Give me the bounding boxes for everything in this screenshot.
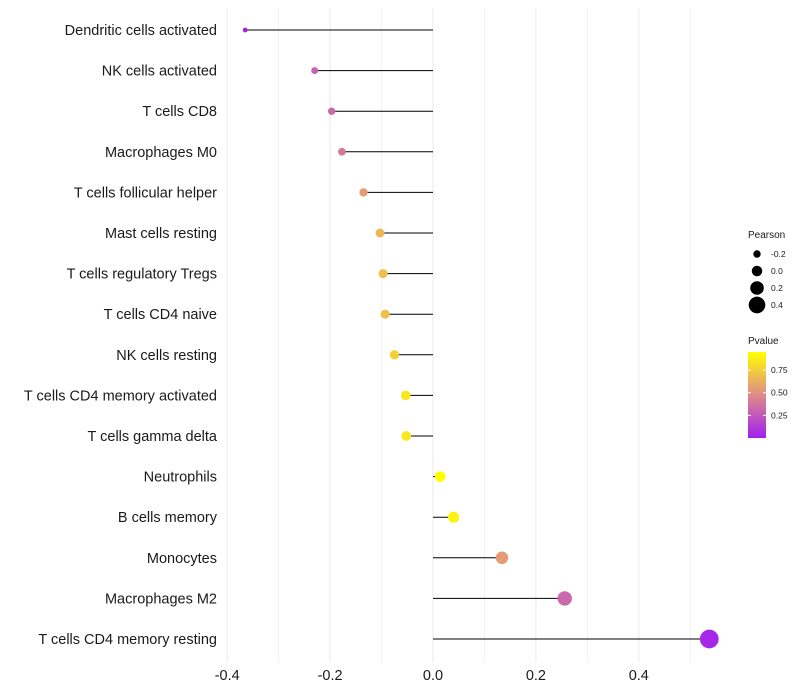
x-tick-label: 0.4 xyxy=(629,668,649,684)
category-label: Dendritic cells activated xyxy=(65,23,217,39)
data-point xyxy=(375,228,385,238)
color-legend: Pvalue 0.75 0.50 0.25 xyxy=(748,336,788,438)
dots xyxy=(242,27,719,649)
size-legend-dot xyxy=(750,281,764,295)
category-label: T cells CD4 memory activated xyxy=(24,388,217,404)
color-legend-title: Pvalue xyxy=(748,336,779,347)
size-legend-label: 0.4 xyxy=(771,300,783,310)
size-legend-dot xyxy=(748,296,766,314)
category-label: T cells regulatory Tregs xyxy=(67,267,217,283)
data-point xyxy=(389,350,400,360)
category-label: T cells gamma delta xyxy=(88,429,218,445)
category-label: NK cells activated xyxy=(102,64,217,80)
color-legend-label: 0.25 xyxy=(771,410,788,420)
data-point xyxy=(400,390,411,401)
data-point xyxy=(434,471,446,482)
size-legend-label: 0.0 xyxy=(771,266,783,276)
category-label: T cells CD4 naive xyxy=(104,307,217,323)
x-tick-label: 0.0 xyxy=(423,668,443,684)
data-point xyxy=(557,591,572,606)
data-point xyxy=(359,188,368,197)
data-point xyxy=(378,269,388,279)
category-label: Monocytes xyxy=(147,551,217,567)
x-axis-labels: -0.4 -0.2 0.0 0.2 0.4 xyxy=(215,668,649,684)
data-point xyxy=(327,107,336,115)
data-point xyxy=(495,551,509,565)
data-point xyxy=(401,431,412,441)
color-legend-label: 0.50 xyxy=(771,388,788,398)
category-label: T cells CD8 xyxy=(142,104,217,120)
category-label: NK cells resting xyxy=(116,348,217,364)
color-legend-label: 0.75 xyxy=(771,365,788,375)
data-point xyxy=(338,147,346,156)
category-label: T cells follicular helper xyxy=(74,185,217,201)
size-legend-dot xyxy=(751,265,763,277)
category-label: Neutrophils xyxy=(144,470,217,486)
size-legend: Pearson -0.2 0.0 0.2 0.4 xyxy=(748,230,786,314)
x-tick-label: -0.4 xyxy=(215,668,240,684)
y-axis-labels: Dendritic cells activated NK cells activa… xyxy=(24,23,218,648)
size-legend-title: Pearson xyxy=(748,230,785,241)
stems xyxy=(245,29,710,640)
x-tick-label: 0.2 xyxy=(526,668,546,684)
data-point xyxy=(699,629,719,649)
color-bar xyxy=(748,352,766,438)
data-point xyxy=(380,309,390,319)
category-label: B cells memory xyxy=(118,510,218,526)
category-label: T cells CD4 memory resting xyxy=(38,632,217,648)
category-label: Macrophages M2 xyxy=(105,591,217,607)
x-tick-label: -0.2 xyxy=(318,668,343,684)
data-point xyxy=(242,27,248,33)
grid-lines xyxy=(226,8,691,662)
data-point xyxy=(311,67,319,75)
data-point xyxy=(448,511,460,523)
category-label: Macrophages M0 xyxy=(105,145,217,161)
size-legend-dot xyxy=(753,250,761,258)
size-legend-label: -0.2 xyxy=(771,249,786,259)
size-legend-label: 0.2 xyxy=(771,283,783,293)
category-label: Mast cells resting xyxy=(105,226,217,242)
